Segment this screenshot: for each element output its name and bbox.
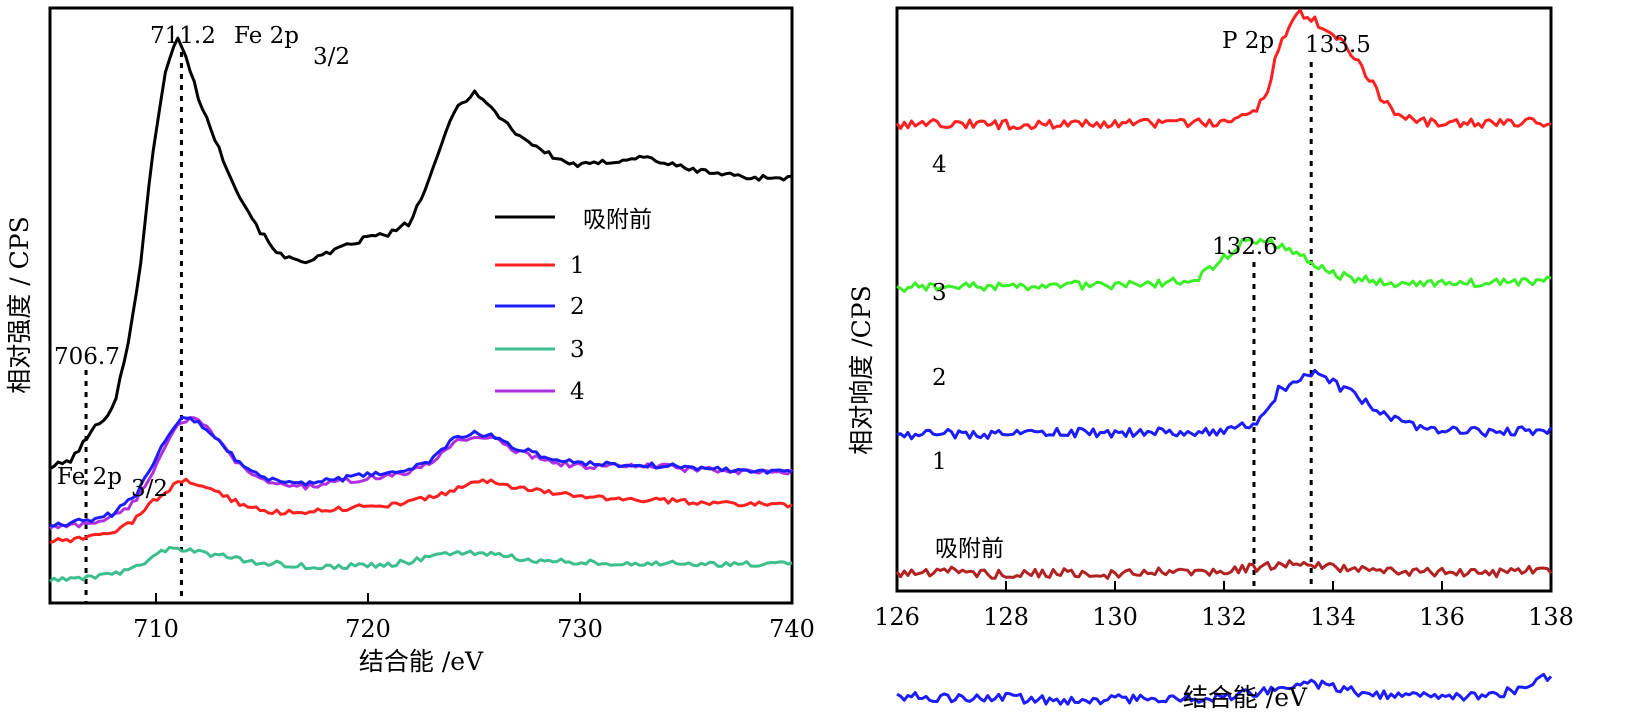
right-panel: 126 128 130 132 134 136 138 4 3 2 1 吸附前 P 2p 1…: [847, 6, 1574, 712]
left-legend: 吸附前 1 2 3 4: [495, 207, 652, 405]
series-line-left-1: [49, 416, 794, 530]
legend-label-4: 4: [570, 379, 585, 405]
right-series-label-3: 3: [932, 280, 947, 306]
left-x-axis-title: 结合能 /eV: [359, 647, 484, 676]
x-tick-label-right-0: 126: [874, 603, 920, 631]
left-fe2p-bottom-sub: 3/2: [131, 476, 168, 502]
right-series-label-1: 1: [932, 449, 947, 475]
x-tick-label-right-5: 136: [1419, 603, 1465, 631]
right-series-group: [895, 8, 1553, 706]
right-plot-frame: [895, 6, 1553, 593]
x-tick-label-right-1: 128: [983, 603, 1029, 631]
right-x-ticks: 126 128 130 132 134 136 138: [874, 581, 1574, 631]
right-series-label-4: 4: [932, 152, 947, 178]
series-line-right-2: [896, 368, 1553, 441]
right-x-axis-title: 结合能 /eV: [1183, 683, 1308, 712]
left-peak-lines: [84, 52, 183, 603]
x-tick-label-right-2: 130: [1092, 603, 1138, 631]
left-peak-label-706: 706.7: [54, 344, 120, 370]
series-line-right-0: [895, 8, 1552, 131]
right-peak-label-1335: 133.5: [1305, 32, 1371, 58]
series-line-right-1: [896, 237, 1552, 293]
right-p2p-label: P 2p: [1222, 28, 1274, 54]
series-line-left-2: [49, 415, 793, 528]
left-plot-frame: [48, 6, 794, 605]
legend-label-before: 吸附前: [583, 207, 652, 233]
right-series-label-2: 2: [932, 365, 947, 391]
series-line-left-4: [49, 545, 793, 583]
left-fe2p-bottom-label: Fe 2p: [57, 464, 122, 490]
left-series-group: [49, 36, 794, 583]
left-y-axis-title: 相对强度 / CPS: [5, 216, 34, 393]
left-fe2p-top-sub: 3/2: [313, 44, 350, 70]
x-tick-label-left-3: 740: [769, 615, 815, 643]
left-x-ticks: 710 720 730 740: [133, 593, 815, 643]
legend-label-2: 2: [570, 294, 585, 320]
left-peak-label-711: 711.2: [150, 23, 216, 49]
x-tick-label-right-3: 132: [1201, 603, 1247, 631]
x-tick-label-left-1: 720: [345, 615, 391, 643]
x-tick-label-right-6: 138: [1528, 603, 1574, 631]
series-line-right-4: [896, 672, 1553, 706]
x-tick-label-right-4: 134: [1310, 603, 1356, 631]
left-fe2p-top-label: Fe 2p: [234, 23, 299, 49]
series-line-right-3: [895, 559, 1553, 580]
series-line-left-0: [49, 36, 793, 470]
series-line-left-3: [49, 477, 793, 545]
right-peak-label-1326: 132.6: [1212, 234, 1278, 260]
right-y-axis-title: 相对响度 /CPS: [847, 285, 876, 454]
x-tick-label-left-2: 730: [557, 615, 603, 643]
right-series-label-before: 吸附前: [935, 536, 1004, 562]
left-panel: 710 720 730 740 711.2 Fe 2p 3/2 706.7 Fe 2p…: [5, 6, 815, 676]
right-peak-lines: [1252, 62, 1313, 591]
legend-label-3: 3: [570, 337, 585, 363]
legend-label-1: 1: [570, 253, 585, 279]
x-tick-label-left-0: 710: [133, 615, 179, 643]
